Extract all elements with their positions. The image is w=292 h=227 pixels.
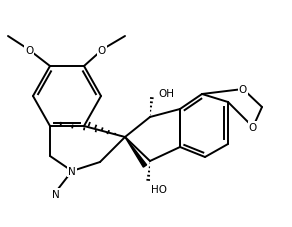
Text: N: N <box>52 189 60 199</box>
Text: O: O <box>239 85 247 95</box>
Text: HO: HO <box>151 184 167 194</box>
Polygon shape <box>125 137 147 167</box>
Text: N: N <box>68 166 76 176</box>
Text: O: O <box>25 46 33 56</box>
Text: O: O <box>98 46 106 56</box>
Text: O: O <box>249 122 257 132</box>
Text: OH: OH <box>158 89 174 99</box>
